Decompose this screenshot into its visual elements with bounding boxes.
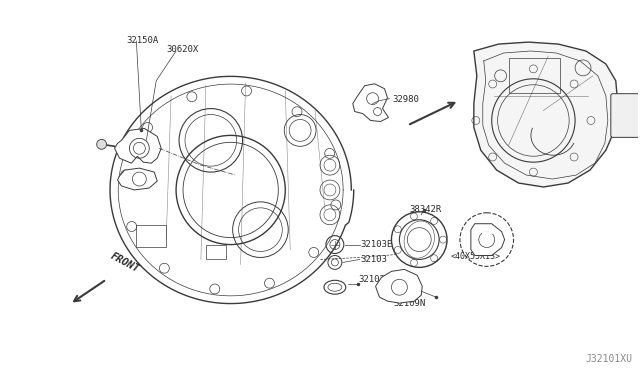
Polygon shape [115,128,161,163]
Polygon shape [474,42,618,187]
Bar [509,58,560,93]
Polygon shape [376,269,422,303]
Text: 32103: 32103 [361,256,388,264]
Text: FRONT: FRONT [109,251,141,274]
Text: 32150A: 32150A [127,36,159,45]
FancyBboxPatch shape [611,94,639,137]
Bar [136,225,166,247]
Bar [206,244,226,259]
Text: 32109N: 32109N [394,299,426,308]
Circle shape [479,232,495,247]
Polygon shape [118,168,157,190]
Text: 32102: 32102 [358,275,385,284]
Circle shape [97,140,107,149]
Text: 32103E: 32103E [361,240,393,248]
Text: J32101XU: J32101XU [586,354,633,364]
Text: <40X55X13>: <40X55X13> [451,251,501,260]
Text: 30620X: 30620X [166,45,198,54]
Text: 32980: 32980 [392,95,419,104]
Polygon shape [353,84,388,122]
Polygon shape [471,224,504,256]
Text: 38342R: 38342R [410,205,442,214]
